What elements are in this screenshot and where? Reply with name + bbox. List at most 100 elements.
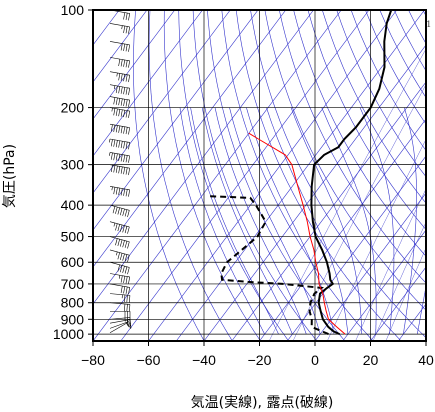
wind-barb-flag — [122, 208, 125, 216]
x-tick-label: −60 — [137, 352, 161, 368]
wind-barb-flag — [120, 154, 123, 162]
wind-barb-flag — [120, 73, 123, 81]
wind-barb-flag — [119, 208, 123, 216]
background-lines — [93, 10, 426, 341]
wind-barb-flag — [127, 210, 130, 218]
wind-barb-half-flag — [111, 107, 113, 112]
wind-barb-staff — [109, 283, 130, 288]
wind-barb-flag — [122, 253, 125, 261]
wind-barb-flag — [126, 304, 128, 312]
wind-barb-staff — [109, 319, 130, 324]
wind-barb-flag — [117, 239, 120, 246]
mixing-ratio-label: 1 — [426, 20, 431, 29]
wind-barb-flag — [123, 87, 126, 95]
wind-barb-flag — [117, 252, 120, 260]
dry-adiabat-line — [163, 10, 261, 341]
isotherm-line — [93, 10, 231, 194]
x-tick-label: −20 — [248, 352, 272, 368]
y-tick-label: 800 — [61, 295, 85, 311]
wind-barb-flag — [123, 141, 126, 149]
y-tick-label: 500 — [61, 229, 85, 245]
wind-barb-flag — [123, 74, 126, 82]
wind-barb-flag — [128, 110, 130, 118]
wind-barb-flag — [124, 209, 128, 217]
moist-adiabat-line — [290, 107, 363, 335]
wind-barb-flag — [115, 207, 118, 214]
wind-barb-staff — [109, 302, 130, 305]
wind-barb-flag — [128, 189, 130, 197]
mixing-ratio-line — [385, 247, 426, 341]
wind-barb-flag — [123, 188, 126, 196]
wind-barb — [109, 152, 130, 163]
x-axis-label: 気温(実線), 露点(破線) — [191, 395, 334, 411]
wind-barb-flag — [123, 276, 126, 284]
wind-barb-flag — [120, 86, 123, 94]
mixing-ratio-line — [327, 138, 426, 341]
wind-barb-flag — [128, 26, 130, 34]
isotherm-line — [93, 10, 286, 268]
wind-barb-flag — [127, 226, 130, 234]
isotherm-line — [93, 10, 314, 305]
isotherm-line — [425, 340, 426, 341]
wind-barb-flag — [125, 189, 128, 197]
wind-barb-flag — [128, 127, 130, 135]
y-tick-label: 700 — [61, 276, 85, 292]
wind-barb — [109, 96, 130, 108]
wind-barb-flag — [115, 97, 118, 105]
wind-barb-flag — [120, 141, 123, 149]
wind-barb-flag — [113, 153, 116, 161]
wind-barb-flag — [113, 139, 116, 147]
mixing-ratio-line — [355, 188, 426, 341]
wind-barb-half-flag — [109, 138, 111, 143]
wind-barb-staff — [109, 236, 130, 243]
series-lines — [207, 10, 393, 336]
y-tick-label: 900 — [61, 311, 85, 327]
wind-barb-flag — [129, 317, 131, 325]
wind-barb-flag — [124, 226, 128, 234]
wind-barb-flag — [118, 73, 121, 81]
wind-barb — [109, 107, 130, 118]
wind-barb-flag — [122, 225, 125, 233]
wind-barb-flag — [115, 187, 118, 195]
isotherm-line — [148, 10, 397, 341]
wind-barb-flag — [118, 109, 121, 117]
wind-barb — [109, 164, 130, 176]
wind-barb-staff — [109, 321, 129, 329]
y-tick-label: 200 — [61, 100, 85, 116]
wind-barb-flag — [122, 240, 125, 248]
wind-barb-flag — [120, 286, 123, 294]
wind-barb-staff — [109, 23, 130, 28]
x-axis: −80 −60 −40 −20 0 20 40 — [81, 341, 434, 368]
wind-barb-flag — [128, 287, 130, 295]
wind-barb-flag — [119, 253, 123, 261]
wind-barb-flag — [110, 152, 113, 160]
isotherm-line — [342, 229, 426, 341]
wind-barb — [109, 317, 131, 325]
wind-barb-flag — [124, 294, 126, 302]
wind-barb-flag — [128, 321, 132, 329]
wind-barb-flag — [123, 154, 126, 162]
wind-barb — [109, 41, 130, 52]
wind-barb — [109, 84, 130, 96]
wind-barb-flag — [124, 304, 126, 312]
wind-barb — [109, 261, 130, 275]
wind-barb-flag — [125, 74, 128, 82]
moist-adiabat-line — [321, 107, 377, 335]
isotherm-line — [93, 10, 342, 341]
isotherm-line — [93, 10, 203, 157]
wind-barb — [109, 123, 130, 135]
wind-barb-flag — [125, 286, 128, 294]
wind-barb-staff — [109, 293, 130, 296]
wind-barb-flag — [120, 98, 123, 106]
wind-barb-flag — [124, 241, 128, 248]
dry-adiabat-line — [148, 10, 233, 341]
wind-barb-flag — [112, 206, 116, 214]
dewpoint-line — [207, 195, 329, 336]
wind-barb-flag — [128, 88, 130, 96]
dry-adiabat-line — [408, 10, 426, 45]
wind-barb-flag — [110, 124, 113, 132]
wind-barb-half-flag — [113, 222, 116, 227]
wind-barb-flag — [110, 165, 113, 173]
wind-barb-flag — [123, 25, 126, 33]
